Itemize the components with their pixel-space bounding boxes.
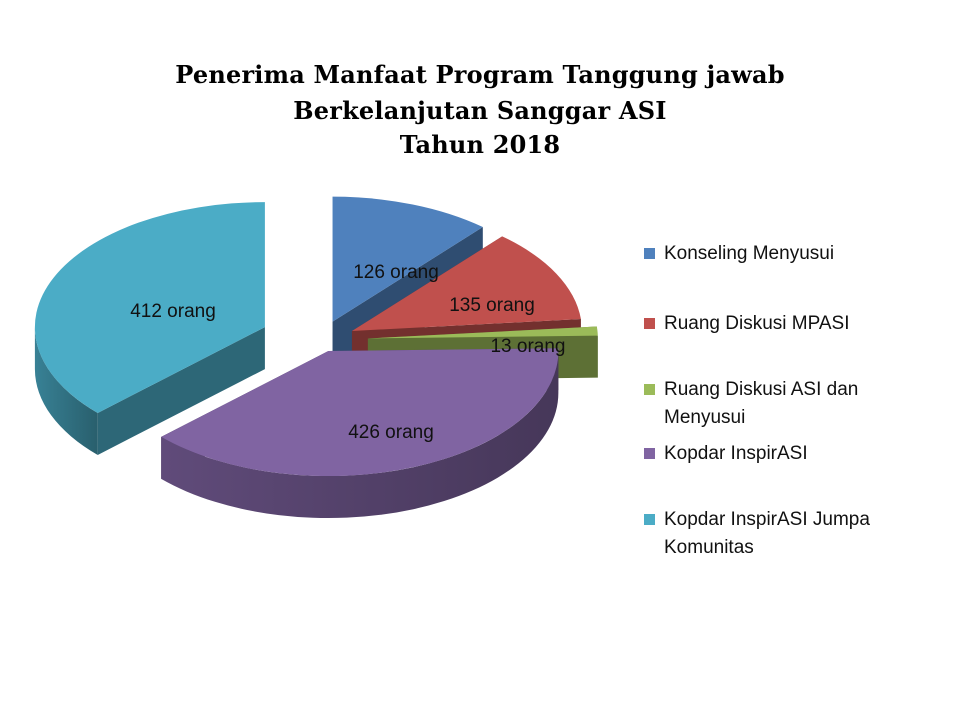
pie-slice-edge — [161, 351, 559, 519]
legend-label: Kopdar InspirASI — [664, 443, 808, 464]
pie-slice-top — [161, 348, 559, 477]
pie-slice-top — [351, 236, 581, 332]
data-label-0: 126 orang — [353, 262, 439, 283]
legend-label: Kopdar InspirASI Jumpa Komunitas — [664, 509, 870, 558]
legend-swatch — [644, 384, 655, 395]
pie-slice-top — [34, 202, 265, 413]
data-label-4: 412 orang — [130, 301, 216, 322]
pie-slice-wall — [97, 327, 265, 455]
legend-label: Konseling Menyusui — [664, 243, 835, 264]
pie-slice-top — [367, 326, 598, 339]
pie-slice-edge — [34, 327, 98, 455]
legend-swatch — [644, 514, 655, 525]
data-label-2: 13 orang — [490, 336, 565, 357]
chart-title-line-2: Berkelanjutan Sanggar ASI — [293, 96, 667, 125]
data-label-1: 135 orang — [449, 295, 535, 316]
legend-swatch — [644, 318, 655, 329]
pie-slice-3 — [161, 348, 559, 519]
legend-label: Ruang Diskusi ASI dan Menyusui — [664, 379, 859, 428]
pie-slice-4 — [34, 202, 265, 455]
legend-label: Ruang Diskusi MPASI — [664, 313, 850, 334]
pie-slice-top — [332, 196, 483, 322]
chart-title-line-1: Penerima Manfaat Program Tanggung jawab — [175, 60, 785, 89]
chart-title-line-3: Tahun 2018 — [399, 130, 561, 159]
data-label-3: 426 orang — [348, 422, 434, 443]
legend-swatch — [644, 248, 655, 259]
legend-swatch — [644, 448, 655, 459]
